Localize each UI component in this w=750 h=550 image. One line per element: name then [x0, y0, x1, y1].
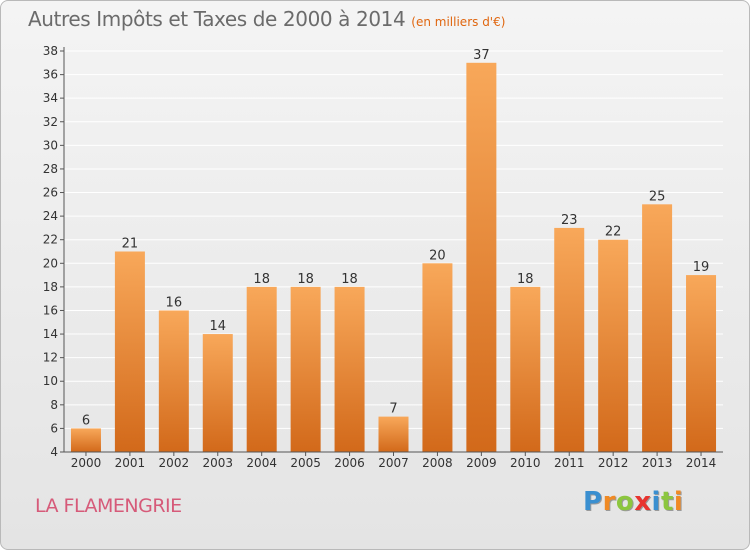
bar-2002: [158, 310, 189, 452]
proxiti-logo: Proxiti: [583, 487, 683, 517]
data-label: 6: [82, 413, 90, 428]
bar-2012: [598, 239, 629, 452]
data-label: 18: [517, 272, 534, 287]
bar-2010: [510, 286, 541, 452]
y-tick-label: 8: [50, 398, 58, 412]
x-tick-label: 2001: [115, 456, 146, 470]
x-tick-label: 2009: [466, 456, 497, 470]
y-tick-label: 12: [43, 351, 58, 365]
x-tick-label: 2007: [378, 456, 409, 470]
bar-2014: [686, 275, 717, 452]
logo-letter: o: [615, 487, 635, 517]
y-tick-label: 24: [43, 209, 58, 223]
chart-title-text: Autres Impôts et Taxes de 2000 à 2014: [28, 7, 406, 31]
data-label: 22: [605, 225, 622, 240]
chart-title: Autres Impôts et Taxes de 2000 à 2014 (en…: [28, 7, 505, 31]
logo-letter: r: [602, 487, 616, 517]
bar-2008: [422, 263, 453, 452]
data-label: 23: [561, 213, 578, 228]
bar-2009: [466, 62, 497, 452]
bars: 6 21 16 14 18 18 18 7 20 37 18 23 22 25 19: [70, 48, 717, 452]
x-tick-label: 2014: [686, 456, 717, 470]
y-tick-label: 22: [43, 233, 58, 247]
bar-2007: [378, 416, 409, 452]
y-tick-label: 18: [43, 280, 58, 294]
y-tick-label: 34: [43, 91, 58, 105]
logo-letter: i: [673, 487, 684, 517]
data-label: 18: [341, 272, 358, 287]
commune-name: LA FLAMENGRIE: [35, 495, 182, 517]
y-tick-label: 38: [43, 44, 58, 58]
bar-2006: [334, 286, 365, 452]
y-tick-label: 16: [43, 303, 58, 317]
x-tick-label: 2000: [71, 456, 102, 470]
data-label: 18: [297, 272, 314, 287]
y-tick-label: 20: [43, 256, 58, 270]
logo-letter: i: [651, 487, 661, 517]
data-label: 7: [389, 402, 397, 417]
bar-2005: [290, 286, 321, 452]
logo-letter: P: [583, 487, 603, 517]
data-label: 21: [122, 237, 139, 252]
x-tick-label: 2011: [554, 456, 585, 470]
data-label: 25: [649, 189, 666, 204]
x-tick-label: 2002: [159, 456, 190, 470]
x-tick-label: 2013: [642, 456, 673, 470]
axes: 4 6 8 10 12 14 16 18 20 22 24 26 28 30 32 34 36 38 2000 200…: [43, 44, 723, 470]
x-tick-label: 2004: [246, 456, 277, 470]
bar-2011: [554, 227, 585, 452]
data-label: 16: [166, 295, 183, 310]
x-tick-label: 2005: [290, 456, 321, 470]
x-tick-label: 2012: [598, 456, 629, 470]
logo-letter: t: [660, 487, 674, 517]
x-tick-label: 2008: [422, 456, 453, 470]
y-tick-label: 32: [43, 115, 58, 129]
y-tick-label: 14: [43, 327, 58, 341]
y-tick-label: 28: [43, 162, 58, 176]
x-tick-label: 2006: [334, 456, 365, 470]
data-label: 37: [473, 48, 490, 63]
bar-2013: [642, 204, 673, 452]
data-label: 20: [429, 248, 446, 263]
bar-2000: [70, 428, 101, 452]
bar-2001: [114, 251, 145, 452]
bar-2003: [202, 334, 233, 452]
data-label: 18: [253, 272, 270, 287]
y-tick-label: 30: [43, 138, 58, 152]
y-tick-label: 26: [43, 186, 58, 200]
y-tick-label: 10: [43, 374, 58, 388]
x-tick-label: 2010: [510, 456, 541, 470]
y-tick-label: 6: [50, 421, 58, 435]
bar-2004: [246, 286, 277, 452]
x-tick-label: 2003: [202, 456, 233, 470]
chart-subtitle: (en milliers d'€): [411, 15, 506, 29]
data-label: 19: [693, 260, 710, 275]
logo-letter: x: [634, 487, 652, 517]
y-tick-label: 36: [43, 68, 58, 82]
data-label: 14: [209, 319, 226, 334]
y-tick-label: 4: [50, 445, 58, 459]
